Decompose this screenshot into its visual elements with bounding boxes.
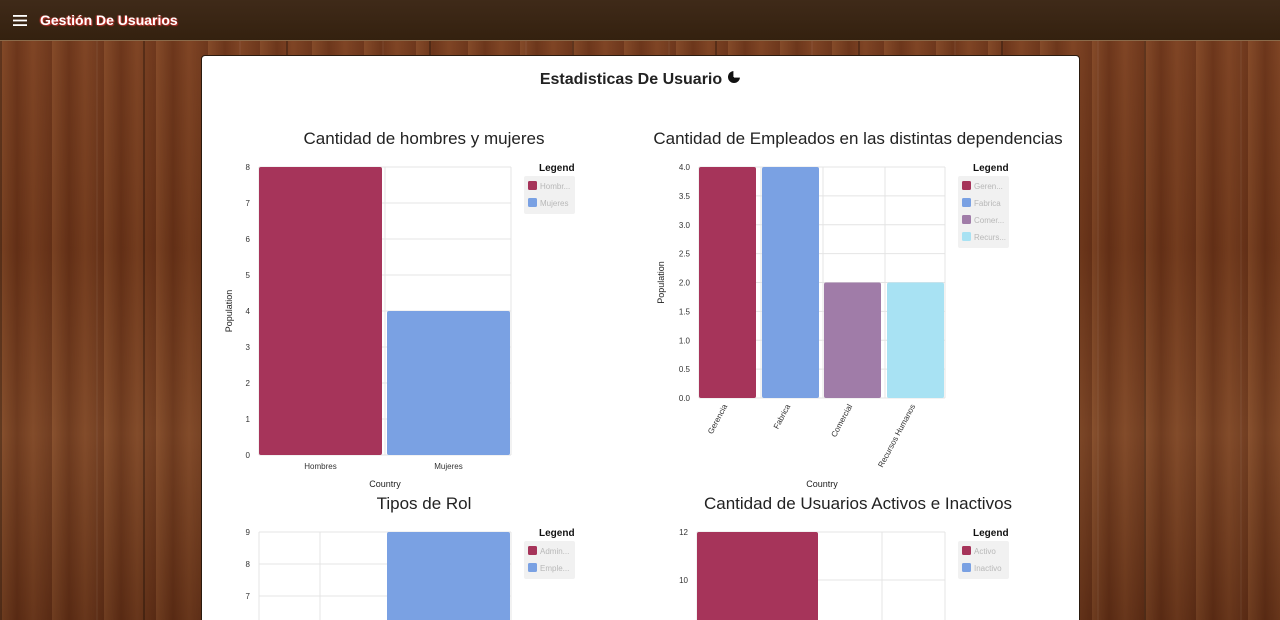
charts-area: Cantidad de hombres y mujeres012345678Ho…	[224, 129, 1063, 620]
y-axis-label: Population	[656, 261, 666, 304]
x-axis-label: Country	[806, 479, 838, 489]
legend-swatch-1	[962, 198, 971, 207]
bar-0	[259, 167, 382, 455]
legend-swatch-0	[962, 546, 971, 555]
app-title: Gestión De Usuarios	[40, 12, 178, 28]
chart-title: Cantidad de Empleados en las distintas d…	[653, 129, 1062, 148]
bar-3	[887, 282, 944, 398]
x-axis-label: Country	[369, 479, 401, 489]
y-tick-label: 10	[679, 576, 688, 585]
x-tick-label: Fabrica	[772, 402, 793, 430]
legend-swatch-0	[962, 181, 971, 190]
y-tick-label: 2.0	[679, 279, 691, 288]
legend-label: Recurs...	[974, 233, 1006, 242]
legend-swatch-3	[962, 232, 971, 241]
y-axis-label: Population	[224, 290, 234, 333]
legend-label: Activo	[974, 547, 996, 556]
y-tick-label: 9	[246, 528, 251, 537]
legend-label: Geren...	[974, 182, 1003, 191]
app-header: Gestión De Usuarios	[0, 0, 1280, 41]
y-tick-label: 7	[246, 592, 251, 601]
y-tick-label: 3	[246, 343, 251, 352]
y-tick-label: 3.0	[679, 221, 691, 230]
pie-chart-icon	[727, 70, 741, 89]
y-tick-label: 0.0	[679, 394, 691, 403]
y-tick-label: 6	[246, 235, 251, 244]
y-tick-label: 2	[246, 379, 251, 388]
y-tick-label: 2.5	[679, 250, 691, 259]
legend-label: Fabrica	[974, 199, 1001, 208]
y-tick-label: 12	[679, 528, 688, 537]
y-tick-label: 1.5	[679, 307, 691, 316]
y-tick-label: 8	[246, 163, 251, 172]
x-tick-label: Comercial	[829, 403, 854, 439]
legend-swatch-0	[528, 546, 537, 555]
y-tick-label: 3.5	[679, 192, 691, 201]
y-tick-label: 1	[246, 415, 251, 424]
legend-label: Inactivo	[974, 564, 1002, 573]
bar-1	[762, 167, 819, 398]
legend-title: Legend	[539, 163, 575, 174]
bar-2	[824, 282, 881, 398]
legend-title: Legend	[973, 163, 1009, 174]
statistics-card: Estadisticas De Usuario Cantidad de homb…	[201, 55, 1080, 620]
legend-label: Comer...	[974, 216, 1004, 225]
y-tick-label: 5	[246, 271, 251, 280]
legend-label: Emple...	[540, 564, 569, 573]
page-title: Estadisticas De Usuario	[539, 70, 723, 88]
legend-swatch-0	[528, 181, 537, 190]
legend-label: Mujeres	[540, 199, 568, 208]
chart-title: Tipos de Rol	[377, 494, 472, 513]
legend-label: Admin...	[540, 547, 569, 556]
legend-title: Legend	[539, 528, 575, 539]
bar-0	[699, 167, 756, 398]
y-tick-label: 4.0	[679, 163, 691, 172]
y-tick-label: 0	[246, 451, 251, 460]
chart-title: Cantidad de hombres y mujeres	[304, 129, 545, 148]
chart-title: Cantidad de Usuarios Activos e Inactivos	[704, 494, 1012, 513]
y-tick-label: 0.5	[679, 365, 691, 374]
legend-swatch-1	[528, 198, 537, 207]
legend-label: Hombr...	[540, 182, 570, 191]
y-tick-label: 1.0	[679, 336, 691, 345]
x-tick-label: Hombres	[304, 462, 336, 471]
page-title-row: Estadisticas De Usuario	[202, 70, 1079, 89]
x-tick-label: Gerencia	[706, 402, 729, 435]
y-tick-label: 4	[246, 307, 251, 316]
bar-1	[387, 532, 510, 620]
legend-swatch-1	[528, 563, 537, 572]
hamburger-menu-icon[interactable]	[0, 0, 40, 41]
bar-0	[697, 532, 818, 620]
legend-swatch-2	[962, 215, 971, 224]
y-tick-label: 7	[246, 199, 251, 208]
x-tick-label: Mujeres	[434, 462, 462, 471]
legend-swatch-1	[962, 563, 971, 572]
bar-1	[387, 311, 510, 455]
legend-box	[958, 176, 1009, 248]
legend-title: Legend	[973, 528, 1009, 539]
y-tick-label: 8	[246, 560, 251, 569]
x-tick-label: Recursos Humanos	[876, 403, 917, 469]
